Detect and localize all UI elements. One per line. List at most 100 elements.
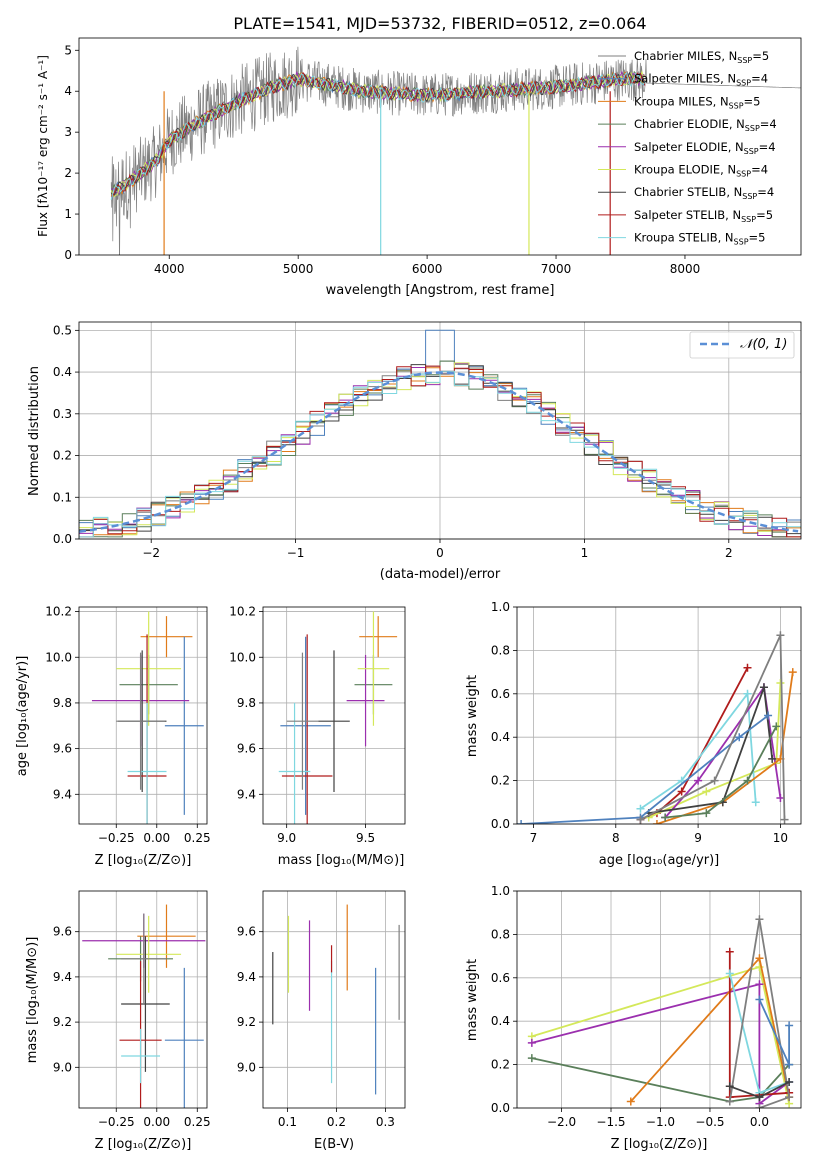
line-chabrier_stelib: [648, 686, 774, 814]
marker-kroupa_miles: [755, 954, 764, 963]
marker-salpeter_elodie: [776, 793, 785, 802]
ytick-label: 0.6: [491, 687, 510, 701]
line-salpeter_elodie: [664, 684, 782, 819]
ytick-label: 9.4: [237, 787, 256, 801]
mass-vs-ebv-panel: 0.1 0.2 0.3 9.0 9.2 9.4 9.6 E(B-V): [237, 890, 406, 1152]
marker-salpeter_miles: [735, 733, 744, 742]
marker-salpeter_stelib: [677, 787, 686, 796]
marker-salpeter_miles: [785, 1021, 794, 1030]
marker-chabrier_stelib: [755, 1093, 764, 1102]
ytick-label: 9.2: [237, 1015, 256, 1029]
marker-salpeter_stelib: [743, 663, 752, 672]
xtick-label: 9.5: [356, 831, 375, 845]
marker-chabrier_miles: [776, 631, 785, 640]
ytick-label: 1: [64, 207, 72, 221]
xtick-label: 0.1: [278, 1115, 297, 1129]
ytick-label: 9.2: [53, 1015, 72, 1029]
marker-chabrier_stelib: [768, 754, 777, 763]
line-salpeter_elodie: [531, 983, 790, 1106]
ytick-label: 9.6: [53, 925, 72, 939]
ytick-label: 0.4: [491, 1014, 510, 1028]
marker-chabrier_stelib: [725, 1082, 734, 1091]
marker-chabrier_miles: [785, 1093, 794, 1102]
line-kroupa_miles: [656, 671, 794, 824]
xtick-label: 0.3: [376, 1115, 395, 1129]
xtick-label: −0.5: [695, 1115, 724, 1129]
xtick-label: 8000: [670, 262, 701, 276]
ytick-label: 1.0: [491, 884, 510, 898]
ytick-label: 0.2: [53, 449, 72, 463]
figure-title: PLATE=1541, MJD=53732, FIBERID=0512, z=0…: [233, 14, 646, 33]
marker-chabrier_miles: [636, 815, 645, 824]
xtick-label: −0.25: [98, 1115, 135, 1129]
marker-kroupa_miles: [788, 668, 797, 677]
line-chabrier_miles: [640, 634, 786, 821]
marker-kroupa_stelib: [636, 804, 645, 813]
marker-kroupa_stelib: [751, 798, 760, 807]
marker-chabrier_elodie: [661, 813, 670, 822]
ytick-label: 9.6: [237, 742, 256, 756]
ytick-label: 0.2: [491, 774, 510, 788]
mwAge-ylabel: mass weight: [465, 675, 480, 757]
legend-label: Kroupa MILES, NSSP=5: [634, 94, 760, 110]
mass-weight-vs-age-panel: 7 8 9 10 0.0 0.2 0.4 0.6 0.8 1.0 age [log₁₀(age/y…: [465, 600, 802, 868]
ytick-label: 3: [64, 125, 72, 139]
mwZ-xlabel: Z [log₁₀(Z/Z⊙)]: [611, 1137, 708, 1152]
residual-xlabel: (data-model)/error: [380, 567, 501, 582]
ytick-label: 9.0: [53, 1060, 72, 1074]
mass-vs-metallicity-panel: −0.25 0.00 0.25 9.0 9.2 9.4 9.6 Z [log₁₀(Z/Z⊙)…: [25, 890, 211, 1152]
age-vs-metallicity-panel: −0.25 0.00 0.25 9.4 9.6 9.8 10.0 10.2 Z [log₁₀(…: [15, 605, 211, 868]
marker-chabrier_stelib: [759, 683, 768, 692]
marker-kroupa_miles: [652, 820, 661, 824]
legend-label: Salpeter ELODIE, NSSP=4: [634, 140, 776, 156]
ytick-label: 1.0: [491, 600, 510, 614]
ytick-label: 0.4: [491, 730, 510, 744]
normal-curve: [79, 371, 799, 533]
marker-kroupa_stelib: [743, 689, 752, 698]
xtick-label: 0.00: [143, 831, 170, 845]
xtick-label: −1.0: [646, 1115, 675, 1129]
line-kroupa_stelib: [639, 691, 757, 810]
xtick-label: −1: [287, 546, 305, 560]
ytick-label: 0.2: [491, 1058, 510, 1072]
marker-salpeter_elodie: [694, 776, 703, 785]
xtick-label: 1: [581, 546, 589, 560]
ytick-label: 10.0: [45, 650, 72, 664]
marker-chabrier_elodie: [702, 809, 711, 818]
ytick-label: 9.4: [53, 970, 72, 984]
xtick-label: 0.2: [327, 1115, 346, 1129]
marker-chabrier_miles: [725, 1097, 734, 1106]
ytick-label: 10.2: [45, 605, 72, 619]
xtick-label: 0.0: [750, 1115, 769, 1129]
marker-kroupa_elodie: [776, 678, 785, 687]
ytick-label: 0.6: [491, 971, 510, 985]
mass-weight-vs-metallicity-panel: −2.0 −1.5 −1.0 −0.5 0.0 0.0 0.2 0.4 0.6 0.8 1.0 Z …: [465, 884, 802, 1152]
marker-chabrier_miles: [780, 815, 789, 824]
residual-ylabel: Normed distribution: [27, 366, 42, 496]
marker-chabrier_stelib: [785, 1077, 794, 1086]
ytick-label: 0.8: [491, 643, 510, 657]
xtick-label: −1.5: [596, 1115, 625, 1129]
marker-kroupa_elodie: [702, 787, 711, 796]
hist-salpeter_stelib: [79, 365, 801, 539]
legend-label: Salpeter MILES, NSSP=4: [634, 72, 768, 88]
massZ-ylabel: mass [log₁₀(M/M⊙)]: [25, 937, 40, 1064]
marker-salpeter_miles: [785, 1060, 794, 1069]
ytick-label: 0.8: [491, 927, 510, 941]
massE-xlabel: E(B-V): [314, 1137, 354, 1152]
ytick-label: 9.6: [53, 742, 72, 756]
ytick-label: 0.4: [53, 365, 72, 379]
marker-kroupa_miles: [626, 1097, 635, 1106]
ageZ-xlabel: Z [log₁₀(Z/Z⊙)]: [95, 853, 192, 868]
xtick-label: 9.0: [277, 831, 296, 845]
line-chabrier_elodie: [665, 725, 778, 819]
observed-spectrum: [110, 46, 801, 255]
marker-chabrier_elodie: [743, 776, 752, 785]
residual-legend: 𝒩(0, 1): [689, 331, 795, 359]
ytick-label: 10.2: [229, 605, 256, 619]
marker-chabrier_elodie: [772, 722, 781, 731]
legend-label: Chabrier STELIB, NSSP=4: [634, 185, 774, 201]
xtick-label: 0.00: [143, 1115, 170, 1129]
xtick-label: −2: [142, 546, 160, 560]
mwAge-xlabel: age [log₁₀(age/yr)]: [599, 853, 720, 868]
